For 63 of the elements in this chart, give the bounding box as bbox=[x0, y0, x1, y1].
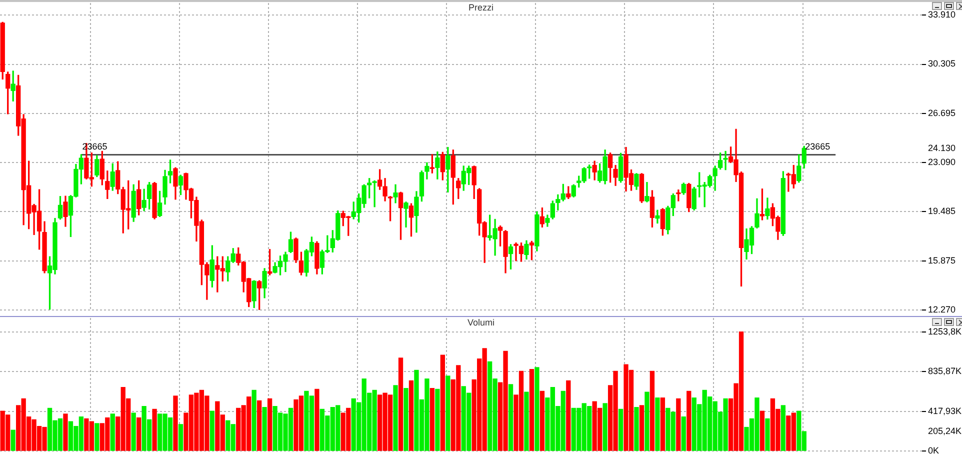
bar bbox=[262, 406, 267, 451]
bar bbox=[524, 392, 529, 451]
bar bbox=[10, 430, 16, 451]
bar bbox=[655, 397, 660, 451]
y-tick-label: 1253,8K bbox=[928, 326, 962, 336]
bar bbox=[210, 410, 214, 451]
bar bbox=[660, 397, 666, 451]
bar bbox=[644, 392, 650, 451]
bar bbox=[508, 384, 514, 451]
bar bbox=[136, 417, 142, 451]
bar bbox=[173, 396, 178, 451]
bar bbox=[780, 405, 786, 451]
y-tick-label: 12.270 bbox=[928, 304, 956, 314]
bar bbox=[252, 390, 256, 451]
y-tick-label: 205,24K bbox=[928, 426, 962, 436]
chart-title: Volumi bbox=[467, 317, 495, 328]
y-tick-label: 26.695 bbox=[928, 108, 956, 118]
bar bbox=[256, 400, 262, 451]
bar bbox=[393, 385, 398, 451]
bar bbox=[634, 406, 639, 451]
y-tick-label: 24.130 bbox=[928, 142, 956, 153]
bar bbox=[408, 380, 414, 451]
bar bbox=[602, 403, 608, 451]
bar bbox=[618, 408, 624, 451]
y-tick-label: 30.305 bbox=[928, 58, 956, 69]
bar bbox=[131, 412, 136, 451]
y-tick-label: 15.875 bbox=[928, 255, 956, 266]
bar bbox=[540, 390, 545, 451]
candlestick bbox=[514, 242, 518, 262]
bar bbox=[94, 423, 100, 451]
data-label: 23665 bbox=[805, 142, 830, 152]
bar bbox=[686, 390, 692, 451]
y-tick-label: 835,87K bbox=[928, 366, 962, 376]
y-tick-label: 0K bbox=[928, 445, 940, 456]
bar bbox=[446, 376, 450, 451]
bar bbox=[650, 370, 655, 451]
candlestick bbox=[723, 150, 728, 170]
bar bbox=[435, 388, 440, 451]
candlestick bbox=[655, 210, 660, 224]
y-tick-label: 417,93K bbox=[928, 406, 962, 416]
bar bbox=[430, 388, 435, 451]
bar bbox=[440, 354, 445, 451]
y-tick-label: 23.090 bbox=[928, 157, 956, 168]
chart-title: Prezzi bbox=[468, 2, 494, 12]
y-tick-label: 33.910 bbox=[928, 10, 956, 20]
bar bbox=[152, 408, 157, 451]
bar bbox=[534, 367, 540, 451]
bar bbox=[760, 410, 765, 451]
bar bbox=[681, 416, 686, 451]
bar bbox=[314, 388, 320, 451]
y-tick-label: 19.485 bbox=[928, 206, 956, 216]
bar bbox=[267, 398, 272, 451]
bar bbox=[639, 405, 644, 451]
candlestick bbox=[404, 202, 408, 228]
bar bbox=[63, 414, 68, 451]
bar bbox=[398, 358, 404, 451]
bar bbox=[765, 418, 770, 451]
bar bbox=[110, 414, 115, 451]
bar bbox=[404, 388, 408, 451]
bar bbox=[676, 398, 681, 451]
bar bbox=[529, 368, 534, 451]
bar bbox=[178, 424, 184, 451]
bar bbox=[566, 380, 571, 451]
